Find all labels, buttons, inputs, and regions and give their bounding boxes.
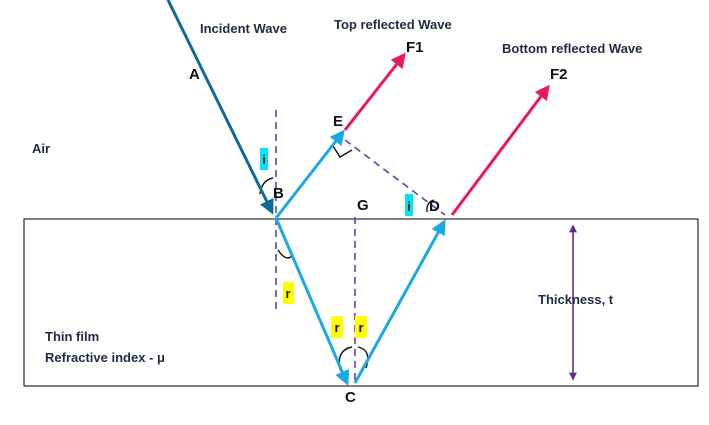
highlight-i-d (405, 194, 413, 216)
perpendicular-e-d (344, 139, 446, 216)
refractive-index-label: Refractive index - μ (45, 350, 165, 365)
angle-label-i-b: i (262, 152, 266, 167)
point-a-label: A (189, 66, 200, 83)
ray-b-to-c (274, 217, 350, 386)
point-c-label: C (345, 389, 356, 406)
thickness-label: Thickness, t (538, 292, 614, 307)
angle-label-r-c-right: r (358, 320, 363, 335)
angle-label-i-d: i (407, 199, 411, 214)
top-reflected-ray (343, 52, 406, 131)
incident-ray (166, 0, 274, 215)
point-d-label: D (429, 198, 440, 215)
air-label: Air (32, 141, 50, 156)
thin-film-layer (23, 218, 699, 387)
highlight-r-b (283, 282, 294, 304)
highlight-r-c-left (331, 316, 343, 338)
highlight-i-b (260, 148, 268, 170)
point-f2-label: F2 (550, 66, 568, 83)
ray-c-to-d (353, 219, 446, 384)
angle-label-r-b: r (285, 286, 290, 301)
bottom-reflected-wave-label: Bottom reflected Wave (502, 41, 642, 56)
right-angle-mark (332, 145, 353, 158)
angle-arc-refraction-b (277, 249, 293, 259)
angle-arc-incidence-d (426, 199, 435, 213)
thin-film-label: Thin film (45, 329, 99, 344)
point-f1-label: F1 (406, 39, 424, 56)
point-g-label: G (357, 197, 369, 214)
incident-wave-label: Incident Wave (200, 21, 287, 36)
angle-arc-refraction-c-right (357, 346, 369, 369)
angle-label-r-c-left: r (334, 320, 339, 335)
point-e-label: E (333, 113, 343, 130)
top-reflected-wave-label: Top reflected Wave (334, 17, 452, 32)
bottom-reflected-ray (450, 84, 550, 216)
point-b-label: B (273, 185, 284, 202)
ray-b-to-e (274, 129, 345, 219)
highlight-r-c-right (355, 316, 367, 338)
